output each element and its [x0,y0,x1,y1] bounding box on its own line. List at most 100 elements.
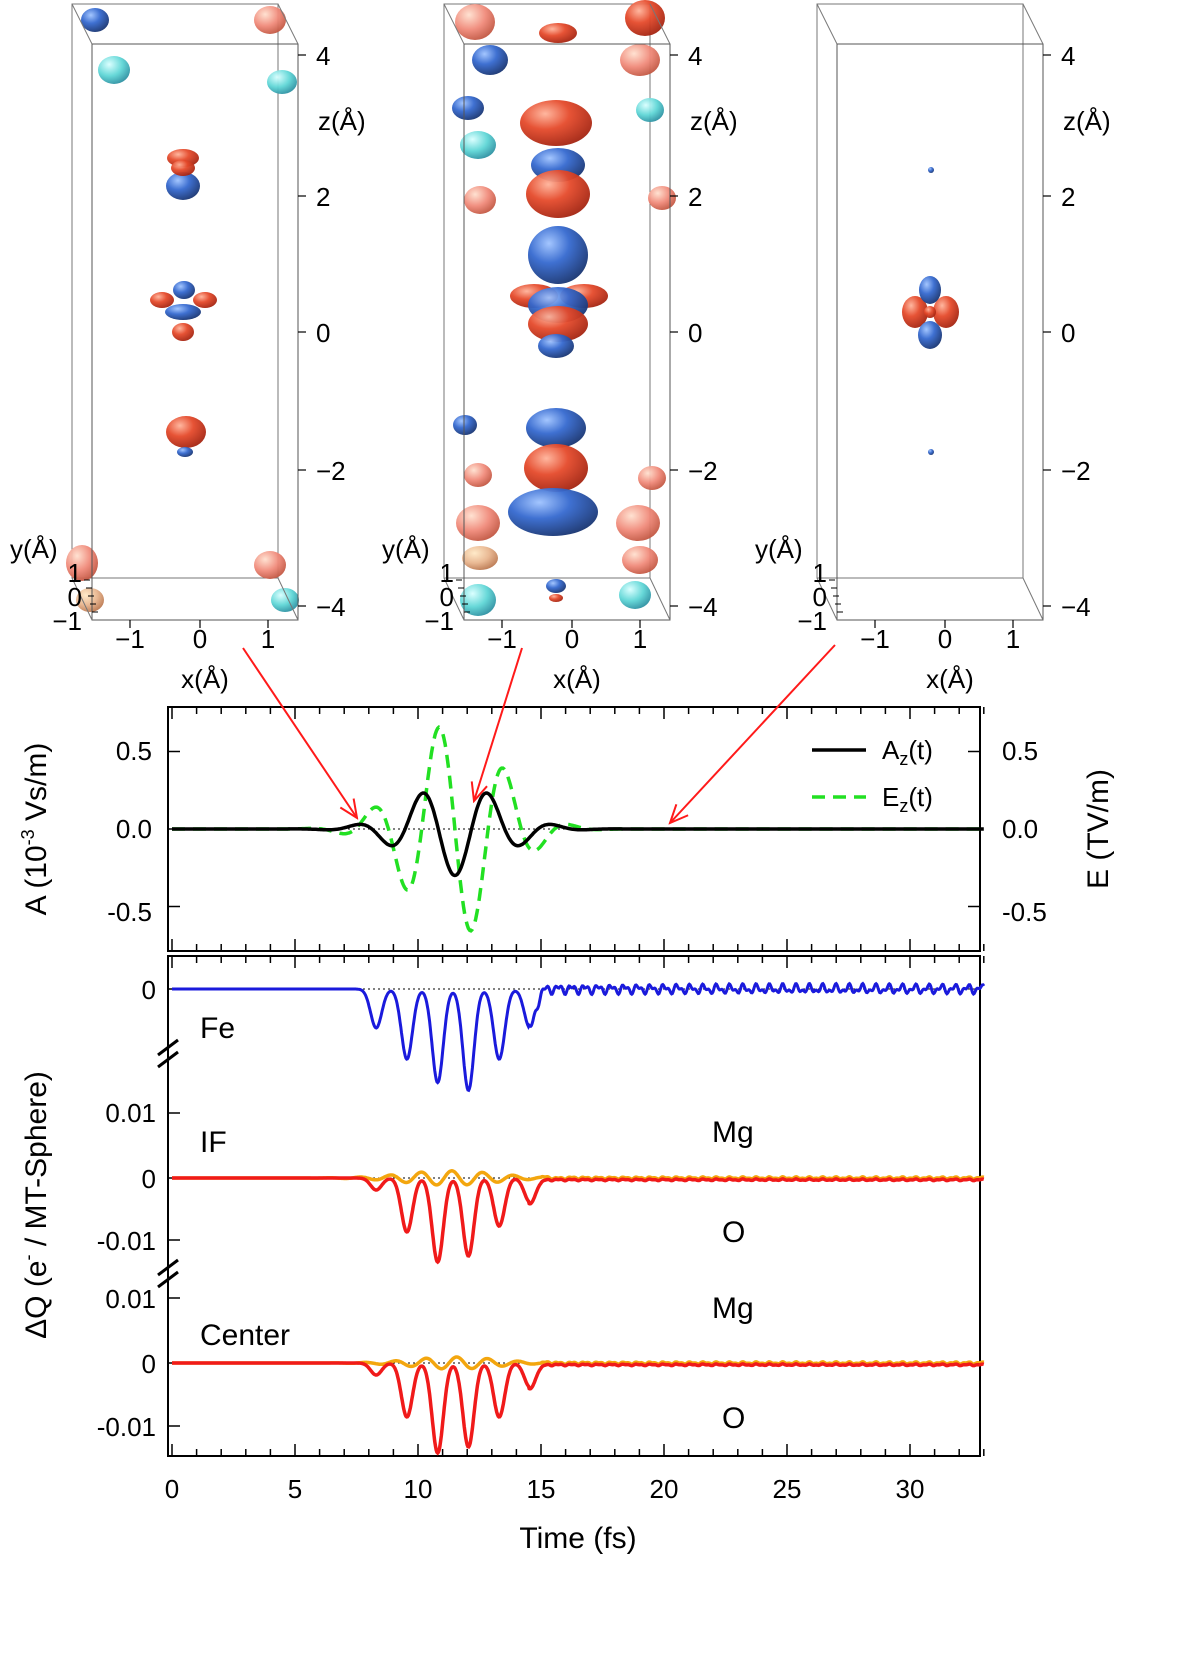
salmon-lobe [254,6,286,34]
field-panel: 0.5 0.0 -0.5 0.5 0.0 -0.5 E (TV/m) Az(t)… [107,706,1115,952]
gold-lobe [76,588,104,612]
salmon-lobe [455,4,495,40]
field-y2tick-2: -0.5 [1002,897,1047,927]
box-edge [443,3,465,45]
legend-a-label: Az(t) [882,735,933,769]
y-tick-label: −1 [52,606,82,636]
field-ytick-0: 0.5 [116,736,152,766]
x-tick-label: −1 [860,624,890,654]
z-tick-label: −2 [316,456,346,486]
y-tick-label: 0 [440,582,454,612]
legend-e-tail: (t) [908,782,933,812]
negative-lobe [508,488,598,536]
if-ytick-1: 0 [142,1164,156,1194]
positive-lobe [549,594,563,602]
fe-ytick-0: 0 [142,975,156,1005]
time-arrows [242,644,836,823]
negative-lobe [928,167,934,173]
salmon-lobe [66,545,98,581]
z-tick-label: −2 [1061,456,1091,486]
z-tick-label: 4 [316,41,330,71]
negative-lobe [928,449,934,455]
legend-a-name: A [882,735,900,765]
x-axis-label: x(Å) [926,664,974,694]
box-back-face [443,3,651,579]
box-edge [816,3,838,45]
negative-lobe [538,334,574,358]
salmon-lobe [622,546,658,574]
negative-lobe [81,8,109,32]
charge-ylabel-tail: / MT-Sphere) [20,1071,53,1254]
negative-lobe [166,172,200,200]
y-tick-label: −1 [424,606,454,636]
xtick-4: 20 [650,1474,679,1504]
x-tick-label: 0 [938,624,952,654]
negative-lobe [173,281,195,299]
z-tick-label: −2 [688,456,718,486]
box-back-face [71,3,279,579]
if-o-label: O [722,1216,745,1249]
field-y2tick-0: 0.5 [1002,736,1038,766]
fe-group-label: Fe [200,1012,235,1045]
cyan-lobe [636,98,664,122]
x-axis-label: Time (fs) [519,1522,636,1555]
negative-lobe [452,96,484,120]
salmon-lobe [254,551,286,579]
legend-e-name: E [882,782,899,812]
z-tick-label: −4 [1061,592,1091,622]
y-tick-label: 1 [813,558,827,588]
negative-lobe [919,276,941,304]
positive-lobe [528,306,588,342]
z-tick-label: 4 [1061,41,1075,71]
salmon-lobe [648,186,676,210]
salmon-lobe [464,463,492,487]
positive-lobe [193,292,217,308]
negative-lobe [472,45,508,75]
z-tick-label: 2 [1061,182,1075,212]
x-tick-label: 0 [193,624,207,654]
salmon-lobe [616,505,660,541]
field-legend: Az(t) Ez(t) [812,735,933,816]
xtick-2: 10 [404,1474,433,1504]
z-tick-label: 0 [688,318,702,348]
y-tick-label: −1 [797,606,827,636]
charge-panel: 0 0.01 0 -0.01 0.01 0 -0.01 Fe IF Center… [97,955,986,1555]
x-axis-label: x(Å) [181,664,229,694]
negative-lobe [453,415,477,435]
z-tick-label: −4 [688,592,718,622]
y-axis-label: y(Å) [382,534,430,564]
y-tick-label: 1 [440,558,454,588]
box-edge [1022,3,1044,45]
y-axis-label: y(Å) [10,534,58,564]
cyan-lobe [460,131,496,159]
z-axis-label: z(Å) [690,106,738,136]
negative-lobe [165,304,201,320]
z-tick-label: 2 [316,182,330,212]
charge-y-axis-label: ΔQ (e- / MT-Sphere) [18,1071,53,1339]
field-ylabel-main: A (10 [20,845,53,915]
y-tick-label: 0 [813,582,827,612]
fe-ytick-1: 0.01 [105,1098,156,1128]
negative-lobe [918,321,942,349]
negative-lobe [177,447,193,457]
salmon-lobe [620,44,660,76]
box-edge [649,577,671,621]
axis-break-upper [157,1038,179,1069]
salmon-lobe [638,466,666,490]
isosurface-panels: 420−2−4z(Å)−1 0 1x(Å)10−1y(Å)420−2−4z(Å)−1… [10,0,1111,694]
field-y-axis-label: A (10-3 Vs/m) [18,743,53,916]
x-tick-label: 1 [1006,624,1020,654]
z-tick-label: 2 [688,182,702,212]
positive-lobe [526,170,590,218]
box-edge [277,3,299,45]
legend-e-label: Ez(t) [882,782,933,816]
if-ytick-2: -0.01 [97,1226,156,1256]
positive-lobe [172,323,194,341]
negative-lobe [546,579,566,593]
field-minor-ticks [168,707,985,951]
z-axis-label: z(Å) [1063,106,1111,136]
positive-lobe [524,444,588,492]
x-tick-label: 0 [565,624,579,654]
field-y2-axis-label: E (TV/m) [1082,769,1115,889]
